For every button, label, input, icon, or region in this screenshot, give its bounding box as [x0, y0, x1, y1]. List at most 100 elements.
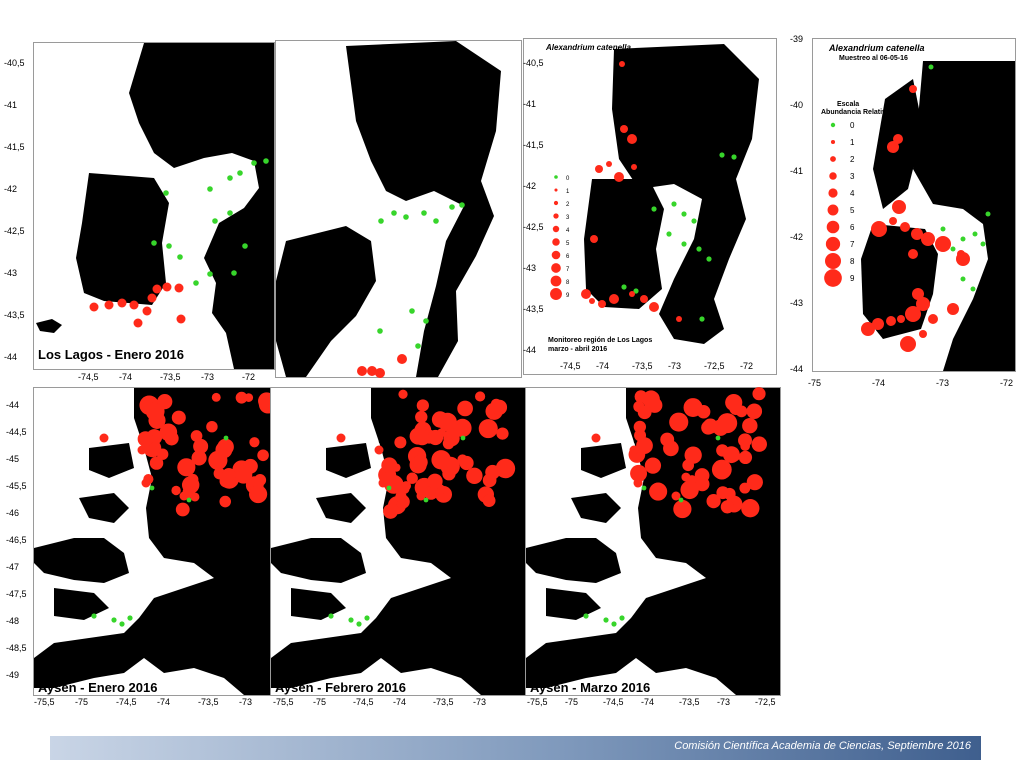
legend-value-label: 3 — [566, 215, 570, 221]
mainland-landmass — [913, 61, 1015, 371]
x-axis-tick-label: -75 — [75, 697, 89, 707]
map-aysen-marzo — [526, 387, 780, 695]
y-axis-tick-label: -48 — [6, 616, 20, 626]
island — [79, 493, 129, 523]
sample-station-positive — [164, 431, 179, 446]
legend-symbol — [551, 263, 561, 273]
sample-station-negative — [151, 240, 157, 246]
x-axis-tick-label: -74,5 — [116, 697, 137, 707]
legend-symbol — [554, 188, 558, 192]
sample-station-positive — [157, 394, 173, 410]
sample-station-positive — [431, 411, 449, 428]
sample-station-positive — [637, 405, 652, 420]
legend-value-label: 7 — [850, 240, 855, 249]
y-axis-tick-label: -40,5 — [523, 58, 544, 68]
map-panel-los-lagos-marzo-abril: 0 1 2 3 4 5 6 7 8 9 Alexandrium catenella Monitor… — [523, 38, 777, 375]
y-axis-tick-label: -48,5 — [6, 643, 27, 653]
sample-station-negative — [231, 270, 237, 276]
x-axis-tick-label: -75 — [565, 697, 579, 707]
sample-station-positive — [740, 441, 751, 451]
x-axis-tick-label: -73 — [239, 697, 253, 707]
legend-value-label: 1 — [566, 189, 570, 195]
sample-station-positive — [367, 366, 377, 376]
sample-station-positive — [893, 134, 903, 144]
sample-station-negative — [237, 170, 243, 176]
sample-station-negative — [696, 246, 702, 252]
x-axis-tick-label: -74 — [596, 361, 610, 371]
sample-station-positive — [905, 306, 921, 322]
y-axis-tick-label: -45,5 — [6, 481, 27, 491]
sample-station-positive — [702, 418, 718, 434]
sample-station-positive — [911, 228, 923, 240]
y-axis-tick-label: -49 — [6, 670, 20, 680]
sample-station-negative — [699, 316, 705, 322]
sample-station-positive — [861, 322, 875, 336]
monitoring-note-line2: marzo - abril 2016 — [548, 346, 608, 353]
sample-station-positive — [174, 283, 184, 293]
sample-station-positive — [751, 436, 767, 452]
map-los-lagos-enero — [36, 43, 274, 369]
sample-station-negative — [177, 254, 183, 260]
y-axis-tick-label: -44 — [6, 400, 20, 410]
x-axis-tick-label: -73 — [668, 361, 682, 371]
sample-station-negative — [460, 435, 466, 441]
sample-station-positive — [633, 420, 647, 434]
sample-station-negative — [403, 214, 409, 220]
island — [526, 538, 621, 583]
x-axis-tick-label: -73,5 — [198, 697, 219, 707]
sample-station-positive — [171, 410, 186, 425]
sample-station-positive — [378, 478, 388, 488]
legend-symbol — [550, 275, 562, 287]
x-axis-tick-label: -72 — [740, 361, 754, 371]
sample-station-positive — [137, 445, 147, 455]
legend-value-label: 2 — [850, 155, 855, 164]
x-axis-tick-label: -75 — [313, 697, 327, 707]
sample-station-negative — [715, 435, 721, 441]
sample-station-negative — [223, 435, 229, 441]
sample-station-positive — [644, 457, 662, 474]
sample-station-positive — [244, 393, 254, 402]
sample-station-positive — [375, 368, 385, 378]
y-axis-tick-label: -43 — [523, 263, 537, 273]
island — [376, 413, 391, 443]
sample-station-positive — [401, 481, 412, 491]
y-axis-tick-label: -40 — [790, 100, 804, 110]
sample-station-positive — [916, 297, 930, 311]
sample-station-positive — [495, 458, 516, 479]
sample-station-positive — [921, 232, 935, 246]
sample-station-positive — [676, 316, 682, 322]
footer-credit: Comisión Científica Academia de Ciencias… — [674, 740, 971, 752]
sample-station-negative — [621, 284, 627, 290]
legend-value-label: 0 — [566, 176, 570, 182]
island — [581, 443, 626, 478]
sample-station-negative — [242, 243, 248, 249]
legend-value-label: 5 — [850, 206, 855, 215]
sample-station-positive — [478, 419, 498, 439]
y-axis-tick-label: -40,5 — [4, 58, 25, 68]
y-axis-tick-label: -42 — [523, 181, 537, 191]
legend-symbol — [825, 253, 841, 269]
sample-station-negative — [960, 276, 966, 282]
x-axis-tick-label: -75,5 — [34, 697, 55, 707]
sample-station-positive — [872, 318, 884, 330]
sample-station-negative — [423, 318, 429, 324]
sample-station-positive — [627, 134, 637, 144]
sample-station-negative — [603, 617, 609, 623]
sample-station-positive — [187, 473, 199, 485]
sample-station-positive — [741, 499, 760, 518]
x-axis-tick-label: -74 — [119, 372, 133, 382]
sample-station-positive — [682, 459, 695, 472]
y-axis-tick-label: -43,5 — [4, 310, 25, 320]
sample-station-negative — [731, 154, 737, 160]
y-axis-tick-label: -41 — [523, 99, 537, 109]
sample-station-positive — [442, 437, 455, 450]
legend-symbol — [552, 225, 560, 233]
sample-station-negative — [459, 202, 465, 208]
sample-station-positive — [117, 298, 127, 308]
sample-station-positive — [900, 222, 910, 232]
sample-station-negative — [633, 288, 639, 294]
panel-title: Alexandrium catenella — [829, 43, 925, 53]
legend-title-escala: Escala — [837, 101, 860, 108]
sample-station-negative — [671, 201, 677, 207]
y-axis-tick-label: -42,5 — [523, 222, 544, 232]
